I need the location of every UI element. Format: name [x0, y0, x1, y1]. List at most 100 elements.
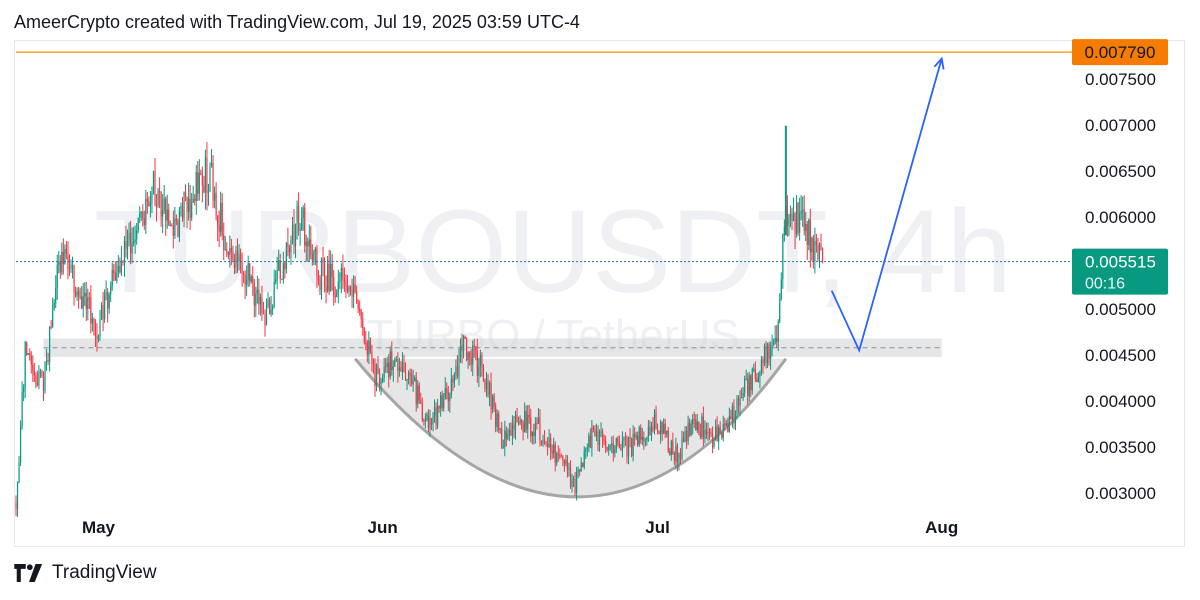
candle-body: [325, 286, 327, 291]
candle-body: [447, 392, 449, 402]
candles-layer: [15, 125, 824, 517]
target-price-badge: [1072, 39, 1168, 66]
candle-body: [543, 439, 546, 443]
candle-body: [452, 379, 454, 383]
candle-body: [753, 368, 755, 370]
candle-body: [188, 198, 190, 212]
candle-body: [93, 318, 95, 323]
candle-body: [588, 435, 590, 448]
candle-body: [754, 368, 756, 380]
candle-body: [466, 338, 468, 360]
candle-body: [672, 440, 674, 454]
candle-body: [178, 208, 181, 238]
candle-body: [614, 449, 616, 454]
candle-body: [345, 281, 347, 287]
candle-body: [711, 434, 714, 448]
candle-body: [566, 459, 569, 470]
candle-body: [59, 261, 61, 273]
candle-body: [655, 411, 657, 430]
candle-body: [756, 379, 758, 382]
candle-body: [200, 172, 202, 175]
candle-body: [663, 423, 665, 434]
candle-body: [230, 248, 232, 252]
candle-body: [276, 270, 278, 279]
candle-body: [55, 287, 57, 303]
candle-body: [73, 265, 75, 293]
candle-body: [576, 472, 578, 493]
candle-body: [229, 248, 231, 255]
candle-body: [103, 294, 106, 320]
candle-body: [27, 353, 29, 355]
candle-body: [79, 296, 81, 298]
candle-body: [383, 366, 385, 379]
candle-body: [537, 417, 540, 424]
candle-body: [171, 225, 173, 227]
candle-body: [288, 246, 291, 253]
candle-body: [119, 266, 121, 273]
x-tick-label: May: [82, 518, 116, 537]
candle-body: [496, 413, 498, 428]
candle-body: [766, 344, 769, 363]
chart-frame: [14, 40, 1185, 547]
candle-body: [710, 432, 712, 435]
candle-body: [261, 297, 263, 314]
candle-body: [407, 372, 410, 380]
candle-body: [693, 418, 695, 420]
candle-body: [637, 435, 639, 445]
candle-body: [605, 440, 607, 447]
candle-body: [559, 454, 561, 457]
candle-body: [114, 273, 116, 281]
candle-body: [609, 445, 611, 447]
candle-body: [508, 429, 510, 434]
candle-body: [786, 205, 789, 226]
candle-body: [437, 405, 439, 426]
candle-body: [297, 205, 300, 231]
candle-body: [375, 365, 378, 387]
candle-body: [267, 299, 269, 306]
candle-body: [600, 431, 602, 433]
candle-body: [521, 419, 523, 423]
candle-body: [502, 447, 504, 449]
candle-body: [476, 350, 478, 376]
candle-body: [750, 375, 752, 391]
y-tick-label: 0.003500: [1085, 438, 1156, 457]
candle-body: [319, 279, 321, 290]
candle-body: [140, 211, 142, 214]
candle-body: [611, 443, 613, 446]
candle-body: [527, 414, 529, 430]
candle-body: [763, 346, 766, 364]
tradingview-logo-icon[interactable]: [14, 564, 44, 582]
candle-body: [154, 171, 156, 205]
candle-body: [617, 437, 619, 444]
candle-body: [342, 268, 344, 279]
candle-body: [398, 367, 401, 371]
candle-body: [789, 213, 792, 218]
candle-body: [456, 366, 459, 377]
tradingview-brand[interactable]: TradingView: [52, 562, 157, 583]
candle-body: [704, 429, 706, 439]
candle-body: [215, 192, 217, 216]
candle-body: [65, 248, 68, 254]
candle-body: [70, 265, 72, 269]
candle-body: [539, 417, 541, 441]
candle-body: [371, 351, 373, 361]
candle-body: [401, 362, 404, 372]
candle-body: [16, 482, 19, 510]
candle-body: [177, 220, 179, 238]
candle-body: [168, 209, 170, 226]
candle-body: [774, 337, 776, 343]
candle-body: [71, 265, 74, 267]
candle-body: [737, 398, 740, 406]
footer: TradingView: [14, 562, 157, 584]
candle-body: [462, 336, 465, 352]
candle-body: [116, 272, 118, 281]
candle-body: [479, 355, 481, 367]
candle-body: [212, 162, 214, 201]
candle-body: [585, 449, 587, 452]
candle-body: [615, 437, 617, 450]
candle-body: [151, 192, 153, 203]
candle-body: [705, 429, 708, 435]
candle-body: [67, 253, 69, 269]
